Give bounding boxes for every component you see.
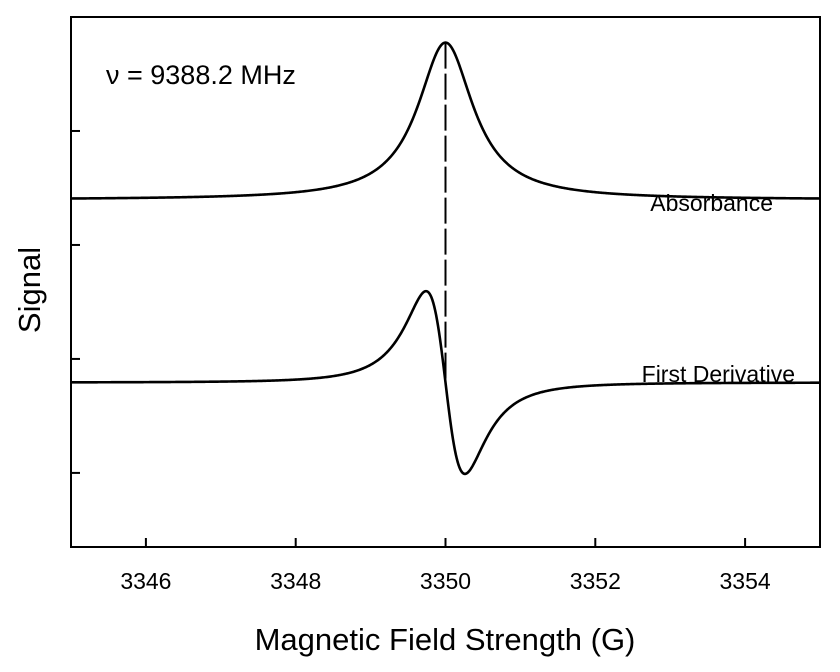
x-tick-label: 3352 — [570, 568, 621, 594]
y-ticks — [71, 129, 80, 474]
x-tick-label: 3346 — [120, 568, 171, 594]
series-label-first-derivative: First Derivative — [642, 361, 795, 387]
series-label-absorbance: Absorbance — [650, 190, 773, 216]
x-tick-label: 3348 — [270, 568, 321, 594]
y-axis-title: Signal — [12, 247, 47, 333]
x-tick-label: 3354 — [720, 568, 771, 594]
x-tick-label: 3350 — [420, 568, 471, 594]
frequency-annotation: ν = 9388.2 MHz — [106, 60, 296, 90]
x-ticks: 3346 3348 3350 3352 3354 — [120, 538, 771, 594]
first-derivative-curve — [70, 289, 820, 476]
x-axis-title: Magnetic Field Strength (G) — [255, 622, 636, 657]
